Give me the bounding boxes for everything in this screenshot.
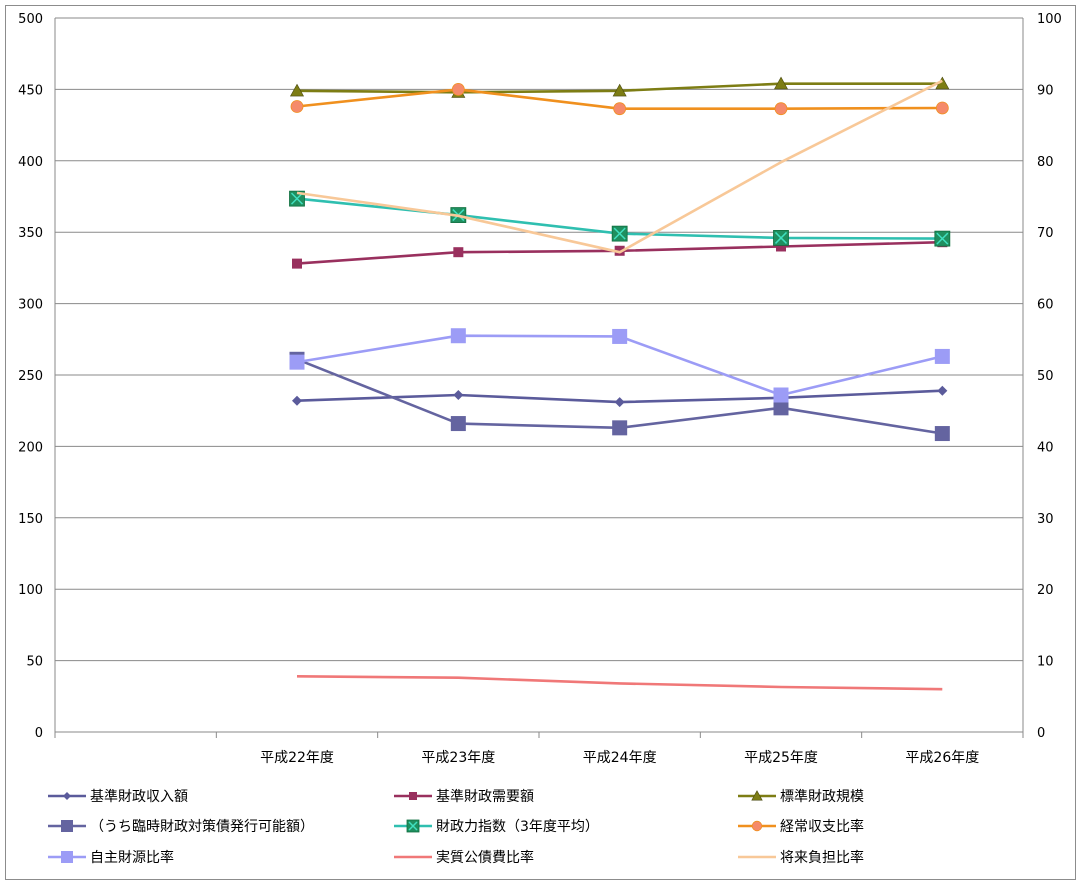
legend-label: 経常収支比率 [780,818,864,835]
data-point [61,820,73,832]
right-tick-label: 50 [1037,369,1054,384]
data-point [289,83,305,97]
data-point [289,354,305,370]
axes [54,18,1024,738]
left-tick-label: 250 [18,369,43,384]
left-tick-label: 100 [18,583,43,598]
data-point [61,851,73,863]
data-point [612,328,628,344]
right-tick-label: 20 [1037,583,1054,598]
right-tick-label: 80 [1037,155,1054,170]
legend-label: 将来負担比率 [780,849,864,866]
left-tick-label: 200 [18,440,43,455]
right-tick-label: 0 [1037,726,1045,741]
legend-label: 基準財政需要額 [436,788,534,805]
series-6 [289,328,950,403]
left-tick-label: 0 [35,726,43,741]
legend-entry: 標準財政規模 [738,789,864,805]
data-point-cross [774,231,788,244]
left-axis-ticks: 0 50 100 150 200 250 300 350 400 450 500 [18,12,43,741]
series-2 [289,76,950,98]
legend-label: 基準財政収入額 [90,788,188,805]
data-point [613,102,627,116]
data-point-cross [936,232,949,245]
data-point-cross [408,821,418,831]
series-line [296,675,943,691]
data-point [453,247,464,258]
data-point [292,395,302,406]
category-label: 平成24年度 [583,750,657,766]
left-tick-label: 500 [18,12,43,27]
data-point [453,389,464,400]
data-point [773,400,789,416]
series-8 [296,79,943,254]
series-4 [289,190,951,247]
chart-frame [5,5,1076,880]
right-tick-label: 40 [1037,440,1054,455]
category-label: 平成26年度 [905,750,979,766]
left-tick-label: 450 [18,83,43,98]
right-tick-label: 30 [1037,512,1054,527]
legend: 基準財政収入額 基準財政需要額 標準財政規模 （うち臨時財政対策債発行可能額） 財政力指… [48,788,864,866]
legend-label: 財政力指数（3年度平均） [436,819,599,835]
right-axis-ticks: 0 10 20 30 40 50 60 70 80 90 100 [1037,12,1062,741]
data-point [290,100,304,113]
series-line [296,334,943,397]
data-point [612,420,628,436]
series-7 [296,675,943,691]
category-label: 平成23年度 [421,750,495,766]
legend-label: 実質公債費比率 [436,849,534,866]
left-tick-label: 350 [18,226,43,241]
data-point [63,792,71,800]
legend-entry: 財政力指数（3年度平均） [394,819,599,835]
category-label: 平成22年度 [260,750,334,766]
data-point [614,397,625,408]
legend-entry: 自主財源比率 [48,849,174,866]
legend-entry: 基準財政需要額 [394,788,534,805]
legend-label: 標準財政規模 [780,789,864,805]
right-tick-label: 100 [1037,12,1062,27]
legend-entry: 実質公債費比率 [394,849,534,866]
right-tick-label: 10 [1037,655,1054,670]
data-point [934,426,950,442]
legend-label: （うち臨時財政対策債発行可能額） [90,818,314,835]
gridlines [55,17,1023,733]
data-point [451,83,465,96]
legend-entry: （うち臨時財政対策債発行可能額） [48,818,314,835]
left-tick-label: 300 [18,298,43,313]
legend-entry: 将来負担比率 [738,849,864,866]
category-label: 平成25年度 [744,750,818,766]
data-point [751,790,763,801]
data-point [450,416,466,432]
right-tick-label: 60 [1037,298,1054,313]
data-point [935,101,949,115]
series-lines [289,76,951,691]
right-tick-label: 70 [1037,226,1054,241]
series-3 [289,351,950,442]
data-point [612,83,627,97]
series-5 [290,83,949,116]
data-point [292,258,302,269]
legend-entry: 基準財政収入額 [48,788,188,805]
data-point [409,792,417,800]
right-tick-label: 90 [1037,83,1054,98]
data-point [774,102,788,116]
data-point-cross [290,192,304,205]
data-point [934,348,950,364]
left-tick-label: 400 [18,155,43,170]
legend-entry: 経常収支比率 [738,818,864,835]
data-point [937,385,948,396]
left-tick-label: 150 [18,512,43,527]
data-point [776,241,786,252]
data-point [773,387,789,403]
legend-label: 自主財源比率 [90,849,174,866]
data-point [450,328,466,344]
data-point [751,820,763,832]
data-point [773,76,789,90]
left-tick-label: 50 [26,655,43,670]
category-labels: 平成22年度 平成23年度 平成24年度 平成25年度 平成26年度 [260,750,979,766]
data-point-cross [613,227,626,240]
series-line [296,79,943,254]
